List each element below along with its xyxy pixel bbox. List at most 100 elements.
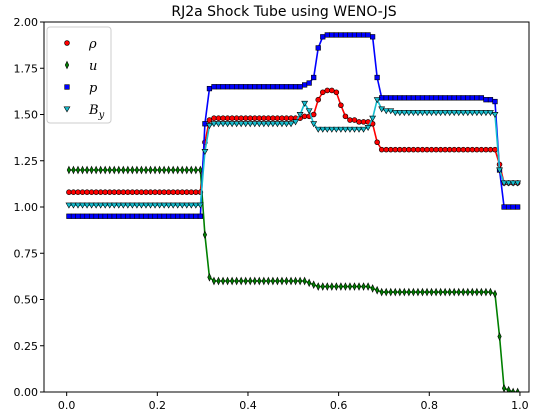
data-point-By	[101, 202, 109, 209]
legend-marker-u	[64, 60, 70, 70]
data-point-u	[293, 276, 298, 286]
data-point-ρ	[75, 189, 81, 195]
data-point-By	[260, 121, 268, 128]
data-point-ρ	[483, 146, 489, 153]
data-point-By	[242, 121, 250, 128]
data-point-p	[125, 213, 131, 219]
data-point-By	[450, 110, 458, 117]
data-point-u	[438, 287, 443, 297]
data-point-p	[288, 84, 294, 90]
data-point-u	[152, 165, 158, 175]
data-point-ρ	[342, 113, 349, 120]
legend-label-subscript: y	[98, 110, 105, 121]
data-point-ρ	[211, 115, 217, 121]
data-point-p	[84, 213, 90, 219]
data-point-ρ	[256, 115, 263, 121]
data-point-p	[392, 95, 398, 101]
data-point-p	[138, 213, 145, 219]
data-point-By	[138, 202, 145, 209]
data-point-By	[455, 110, 463, 117]
data-point-ρ	[238, 115, 244, 121]
data-point-ρ	[329, 87, 335, 94]
data-point-p	[406, 95, 412, 101]
data-point-u	[302, 276, 307, 286]
x-tick-label: 0.8	[421, 399, 439, 412]
data-point-By	[151, 202, 159, 209]
data-point-By	[491, 112, 499, 119]
data-point-u	[447, 287, 452, 297]
data-point-p	[401, 95, 407, 101]
data-point-By	[133, 202, 141, 209]
data-point-ρ	[406, 146, 412, 153]
data-point-ρ	[224, 115, 231, 121]
data-point-u	[411, 287, 416, 297]
data-point-p	[424, 95, 430, 101]
data-point-u	[66, 165, 72, 175]
data-point-ρ	[247, 115, 254, 121]
data-point-By	[79, 202, 86, 209]
data-point-By	[196, 202, 204, 209]
data-point-u	[483, 287, 489, 297]
data-point-ρ	[437, 146, 444, 153]
data-point-By	[459, 110, 467, 117]
data-point-p	[324, 32, 330, 38]
data-point-ρ	[97, 189, 104, 195]
data-point-ρ	[125, 189, 131, 195]
data-point-ρ	[242, 115, 249, 121]
legend-label-base: u	[89, 59, 97, 74]
data-point-u	[80, 165, 85, 175]
data-point-By	[346, 126, 354, 133]
data-point-u	[175, 165, 180, 175]
data-point-By	[274, 121, 281, 128]
data-point-ρ	[387, 146, 394, 153]
data-point-By	[264, 121, 272, 128]
data-point-u	[388, 287, 393, 297]
data-point-By	[500, 180, 508, 187]
data-point-ρ	[374, 139, 380, 146]
data-point-By	[192, 202, 200, 209]
data-point-By	[160, 202, 168, 209]
y-tick-label: 1.75	[14, 62, 39, 75]
legend-marker-p	[64, 84, 70, 90]
data-point-ρ	[274, 115, 281, 121]
data-point-ρ	[102, 189, 108, 195]
data-point-ρ	[410, 146, 417, 153]
data-point-u	[456, 287, 461, 297]
data-point-By	[509, 180, 517, 187]
data-point-p	[478, 95, 485, 101]
data-point-p	[465, 95, 471, 101]
data-point-u	[225, 276, 230, 286]
y-tick-label: 0.25	[14, 340, 39, 353]
data-point-p	[88, 213, 95, 219]
data-point-u	[234, 276, 239, 286]
data-point-p	[342, 32, 349, 38]
data-point-By	[391, 110, 399, 117]
data-point-By	[487, 110, 494, 117]
data-point-p	[311, 74, 317, 81]
x-tick-label: 0.0	[58, 399, 76, 412]
data-point-p	[93, 213, 99, 219]
legend-label-u: u	[89, 59, 97, 74]
data-point-By	[496, 167, 503, 174]
data-point-u	[515, 387, 520, 392]
data-point-u	[148, 165, 153, 175]
data-point-ρ	[84, 189, 90, 195]
data-point-p	[252, 84, 258, 90]
chart-title: RJ2a Shock Tube using WENO-JS	[171, 4, 396, 20]
data-point-By	[428, 110, 435, 117]
data-point-p	[433, 95, 439, 101]
data-point-ρ	[156, 189, 163, 195]
data-point-p	[143, 213, 149, 219]
data-point-By	[128, 202, 136, 209]
data-point-ρ	[170, 189, 176, 195]
data-point-By	[319, 126, 327, 133]
data-point-p	[279, 84, 285, 90]
data-point-u	[211, 276, 217, 286]
data-point-p	[161, 213, 167, 219]
data-point-p	[107, 213, 113, 219]
data-point-ρ	[174, 189, 181, 195]
data-point-ρ	[474, 146, 480, 153]
data-point-By	[409, 110, 417, 117]
data-point-u	[325, 282, 330, 291]
data-point-By	[514, 180, 522, 187]
